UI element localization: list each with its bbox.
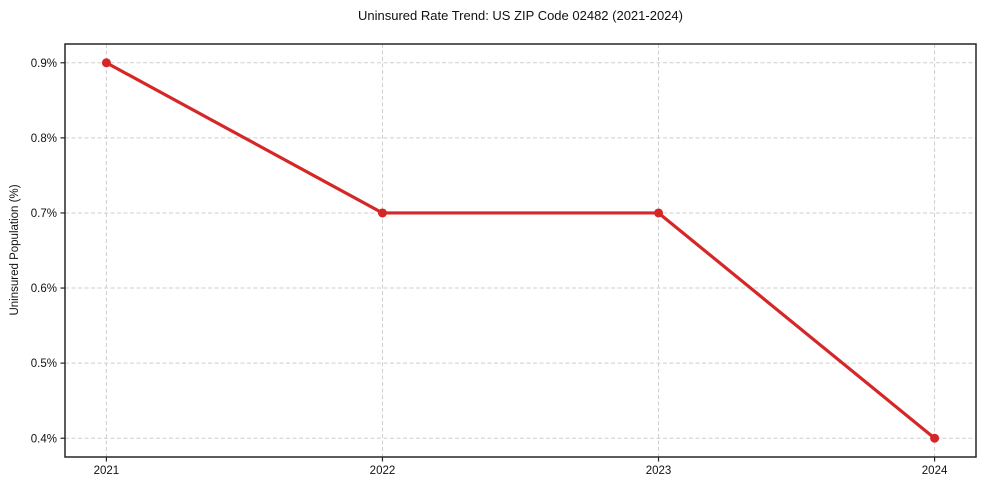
- y-tick-label: 0.9%: [31, 58, 57, 70]
- y-tick-label: 0.7%: [31, 208, 57, 220]
- x-tick-label: 2023: [646, 465, 672, 477]
- x-tick-label: 2022: [370, 465, 396, 477]
- chart-title: Uninsured Rate Trend: US ZIP Code 02482 …: [358, 8, 683, 23]
- x-tick-label: 2021: [94, 465, 120, 477]
- data-point-marker: [654, 208, 664, 218]
- trend-line: [105, 61, 936, 440]
- data-point-marker: [930, 433, 940, 443]
- y-tick-label: 0.5%: [31, 358, 57, 370]
- y-tick-label: 0.6%: [31, 283, 57, 295]
- plot-border: [64, 43, 977, 458]
- y-tick-label: 0.4%: [31, 433, 57, 445]
- x-tick-label: 2024: [922, 465, 948, 477]
- data-point-marker: [377, 208, 387, 218]
- data-point-marker: [101, 58, 111, 68]
- y-tick-label: 0.8%: [31, 133, 57, 145]
